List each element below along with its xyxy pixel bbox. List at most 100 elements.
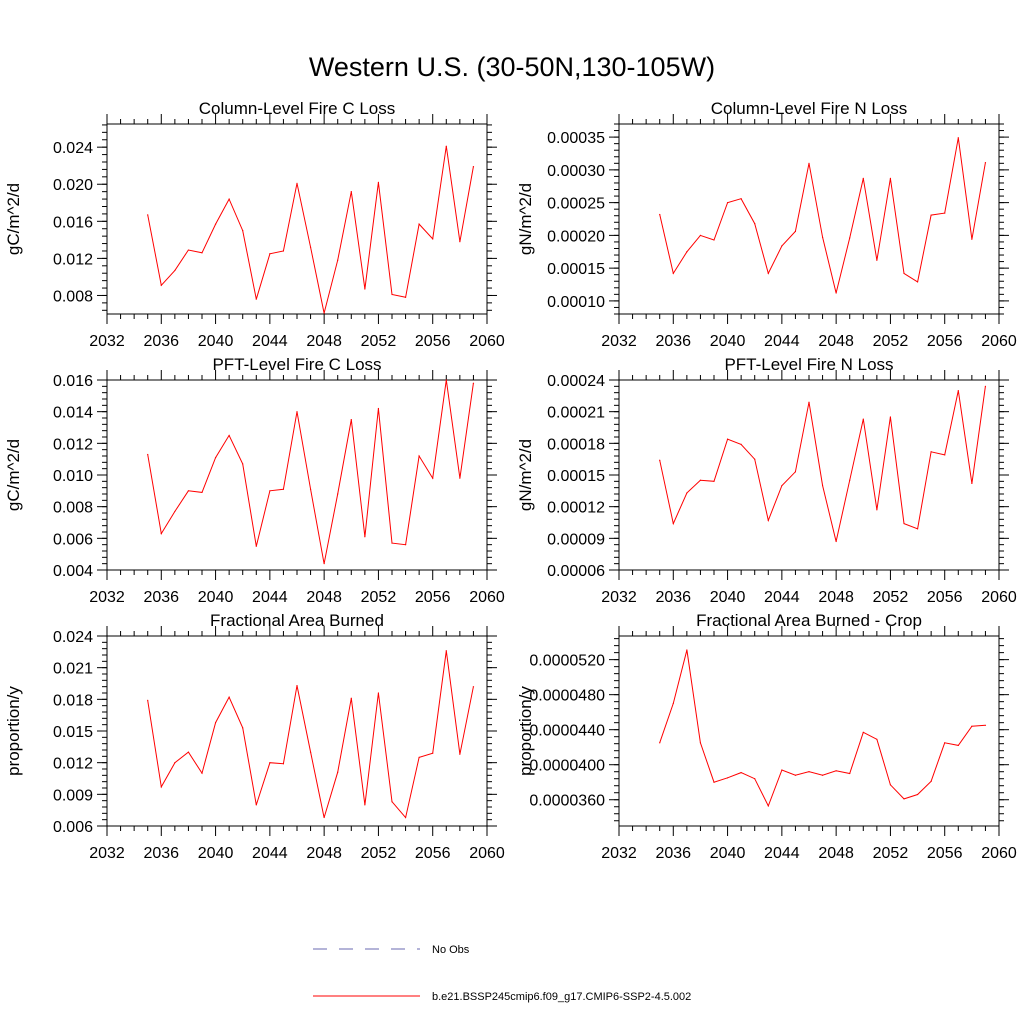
data-point (903, 798, 905, 800)
data-point (364, 536, 366, 538)
legend: No Obs b.e21.BSSP245cmip6.f09_g17.CMIP6-… (313, 944, 691, 1003)
y-tick-label: 0.021 (53, 661, 93, 678)
data-point (391, 801, 393, 803)
data-point (377, 692, 380, 694)
data-point (377, 181, 380, 183)
data-point (147, 699, 149, 701)
plot-frame (618, 123, 1000, 315)
y-tick-label: 0.00015 (547, 261, 605, 278)
data-point (672, 272, 674, 274)
y-axis-label: gC/m^2/d (4, 183, 23, 255)
data-point (350, 418, 352, 421)
data-point (862, 418, 864, 420)
data-point (699, 742, 702, 744)
data-point (835, 770, 837, 772)
data-point (862, 177, 864, 179)
legend-obs-label: No Obs (432, 944, 470, 956)
data-point (214, 223, 217, 225)
data-point (767, 272, 769, 274)
data-point (889, 177, 892, 179)
y-tick-label: 0.0000480 (529, 688, 605, 705)
data-point (808, 162, 810, 164)
y-tick-label: 0.018 (53, 692, 93, 709)
data-point (174, 762, 176, 764)
y-tick-label: 0.015 (53, 724, 93, 741)
data-point (849, 772, 851, 775)
x-tick-label: 2060 (981, 333, 1017, 350)
data-point (282, 763, 285, 765)
data-point (726, 777, 729, 779)
y-tick-label: 0.020 (53, 177, 93, 194)
data-point (404, 544, 407, 546)
data-point (659, 742, 661, 744)
data-point (309, 488, 312, 490)
data-point (944, 454, 946, 456)
data-point (255, 804, 257, 806)
data-point (930, 780, 932, 782)
data-point (930, 451, 932, 453)
data-point (794, 471, 797, 473)
x-tick-label: 2040 (198, 845, 234, 862)
data-point (214, 456, 217, 459)
data-point (930, 214, 932, 216)
x-tick-label: 2032 (601, 845, 637, 862)
figure-title: Western U.S. (30-50N,130-105W) (309, 52, 715, 82)
data-point (350, 697, 352, 699)
series-line (147, 146, 474, 314)
data-point (472, 382, 475, 384)
series-line (659, 386, 986, 542)
data-point (726, 438, 729, 440)
data-point (201, 252, 203, 254)
data-point (876, 509, 878, 511)
y-axis-label: proportion/y (4, 686, 23, 776)
data-point (242, 727, 244, 729)
data-point (228, 696, 230, 698)
y-tick-label: 0.00035 (547, 130, 605, 147)
data-point (432, 477, 434, 479)
data-point (686, 251, 688, 253)
y-tick-label: 0.00006 (547, 563, 605, 580)
data-point (862, 731, 864, 733)
data-point (187, 751, 190, 753)
x-tick-label: 2032 (89, 845, 125, 862)
x-tick-label: 2044 (252, 845, 288, 862)
data-point (754, 778, 756, 780)
data-point (309, 246, 312, 248)
y-tick-label: 0.00010 (547, 294, 605, 311)
data-point (228, 434, 230, 437)
data-point (323, 312, 325, 314)
data-point (686, 649, 688, 651)
x-tick-label: 2060 (469, 845, 505, 862)
data-point (296, 411, 298, 413)
x-tick-label: 2052 (873, 845, 909, 862)
data-point (404, 296, 407, 298)
x-tick-label: 2048 (818, 845, 854, 862)
data-point (418, 756, 420, 758)
x-tick-label: 2040 (198, 333, 234, 350)
y-tick-label: 0.012 (53, 251, 93, 268)
y-tick-label: 0.00009 (547, 531, 605, 548)
y-axis-label: gN/m^2/d (516, 183, 535, 255)
x-tick-label: 2036 (655, 333, 691, 350)
data-point (147, 453, 149, 456)
data-point (672, 522, 674, 525)
data-point (174, 269, 176, 272)
data-point (445, 145, 447, 147)
data-point (672, 702, 674, 705)
x-tick-label: 2056 (415, 845, 451, 862)
plot-frame (618, 635, 1000, 827)
data-point (445, 379, 447, 381)
y-tick-label: 0.00025 (547, 196, 605, 213)
x-tick-label: 2060 (981, 589, 1017, 606)
x-tick-label: 2060 (469, 589, 505, 606)
data-point (794, 774, 797, 776)
panel-6: Fractional Area Burned - Crop proportion/… (516, 611, 1017, 862)
x-tick-label: 2048 (818, 589, 854, 606)
data-point (740, 198, 742, 200)
series-line (147, 650, 474, 819)
data-point (957, 389, 959, 392)
y-tick-label: 0.024 (53, 140, 93, 157)
x-tick-label: 2036 (143, 589, 179, 606)
data-point (432, 752, 434, 754)
data-point (337, 771, 339, 773)
